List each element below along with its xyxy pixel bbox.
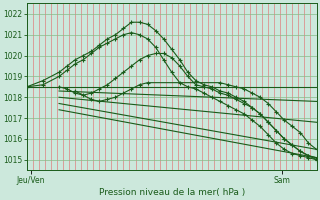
X-axis label: Pression niveau de la mer( hPa ): Pression niveau de la mer( hPa ): [99, 188, 245, 197]
